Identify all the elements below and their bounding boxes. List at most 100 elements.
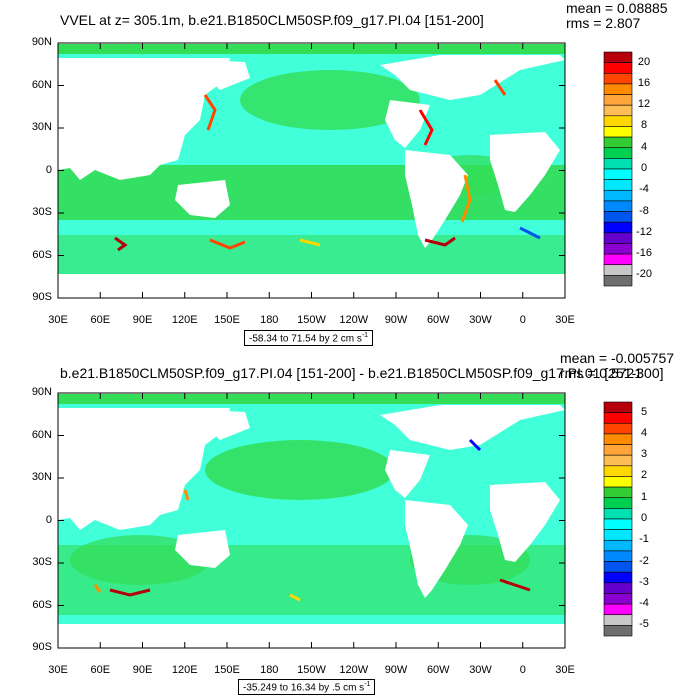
lat-label-30S: 30S <box>32 206 52 218</box>
colorbar-label: 12 <box>637 98 651 111</box>
lat-label-0: 0 <box>45 163 52 176</box>
colorbar-swatch <box>603 582 633 594</box>
lon-label-120E: 120E <box>171 314 198 326</box>
panel2-mean: mean = -0.005757 <box>560 350 675 366</box>
colorbar-swatch <box>603 211 633 223</box>
lat-label-30S: 30S <box>32 556 52 568</box>
colorbar-swatch <box>603 83 633 95</box>
panel1-mean: mean = 0.08885 <box>566 0 668 16</box>
lat-label-60S: 60S <box>32 598 52 611</box>
colorbar-label: -8 <box>639 204 649 217</box>
lon-label-0: 0 <box>519 314 526 326</box>
colorbar-swatch <box>603 253 633 266</box>
colorbar-label: 4 <box>640 426 648 439</box>
colorbar-swatch <box>603 221 633 234</box>
lon-label-60W: 60W <box>426 664 450 676</box>
lon-label-180: 180 <box>260 664 279 676</box>
lat-label-90S: 90S <box>32 641 52 653</box>
colorbar-swatch <box>603 62 633 74</box>
lon-label-30W: 30W <box>469 314 492 326</box>
lon-label-60E: 60E <box>90 314 111 326</box>
colorbar-swatch <box>603 529 633 541</box>
colorbar-label: -16 <box>636 247 652 260</box>
colorbar-swatch <box>603 243 633 255</box>
panel1-title: VVEL at z= 305.1m, b.e21.B1850CLM50SP.f0… <box>60 12 484 28</box>
lon-label-120W: 120W <box>339 664 369 676</box>
lat-label-90N: 90N <box>31 386 52 398</box>
colorbar-swatch <box>603 179 633 191</box>
lon-label-90W: 90W <box>384 664 408 676</box>
lon-label-30E: 30E <box>48 664 68 676</box>
lon-label-60W: 60W <box>426 314 450 326</box>
colorbar-label: -4 <box>639 183 649 196</box>
colorbar-swatch <box>603 136 633 149</box>
colorbar-swatch <box>603 115 633 127</box>
lon-label-120E: 120E <box>171 664 198 676</box>
colorbar-swatch <box>603 550 633 562</box>
lon-label-30E: 30E <box>555 664 575 676</box>
colorbar-swatch <box>603 561 633 573</box>
lon-label-30E: 30E <box>48 314 68 326</box>
colorbar-swatch <box>603 401 633 413</box>
colorbar-label: -1 <box>639 533 649 546</box>
lon-label-150E: 150E <box>214 664 240 676</box>
colorbar-label: 16 <box>637 76 651 89</box>
colorbar-label: 20 <box>637 55 651 68</box>
lat-label-90N: 90N <box>31 36 52 48</box>
colorbar-swatch <box>603 571 633 584</box>
lat-label-30N: 30N <box>31 121 52 133</box>
lon-label-180: 180 <box>260 314 279 326</box>
colorbar-swatch <box>603 539 633 552</box>
colorbar-swatch <box>603 465 633 477</box>
lat-label-60N: 60N <box>31 78 52 91</box>
colorbar-swatch <box>603 264 633 276</box>
colorbar-swatch <box>603 158 633 170</box>
colorbar-swatch <box>603 508 633 520</box>
colorbar-swatch <box>603 94 633 106</box>
colorbar-label: -3 <box>639 575 649 588</box>
colorbar-swatch <box>603 614 633 626</box>
lat-label-30N: 30N <box>31 471 52 483</box>
colorbar-label: -12 <box>636 225 652 238</box>
colorbar-label: 0 <box>640 512 648 524</box>
colorbar-label: -20 <box>636 268 652 281</box>
lon-label-90E: 90E <box>132 314 153 326</box>
colorbar-label: -2 <box>639 554 649 567</box>
lat-label-90S: 90S <box>32 291 52 303</box>
colorbar-swatch <box>603 476 633 488</box>
lon-label-30W: 30W <box>469 664 492 676</box>
colorbar-label: 3 <box>640 448 648 461</box>
colorbar-label: 8 <box>640 119 648 132</box>
colorbar-label: 4 <box>640 140 648 153</box>
colorbar-label: -5 <box>639 618 649 631</box>
colorbar-swatch <box>603 454 633 467</box>
colorbar-swatch <box>603 486 633 499</box>
colorbar-label: -4 <box>639 597 649 610</box>
colorbar-swatch <box>603 412 633 424</box>
colorbar-swatch <box>603 422 633 435</box>
colorbar-swatch <box>603 147 633 159</box>
lon-label-90W: 90W <box>384 314 408 326</box>
lat-label-0: 0 <box>45 513 52 526</box>
lat-label-60N: 60N <box>31 428 52 441</box>
colorbar-swatch <box>603 625 633 637</box>
colorbar-swatch <box>603 104 633 117</box>
lon-label-90E: 90E <box>132 664 153 676</box>
colorbar-swatch <box>603 51 633 63</box>
panel2-map <box>58 393 565 648</box>
colorbar-swatch <box>603 126 633 138</box>
colorbar-swatch <box>603 275 633 287</box>
colorbar-swatch <box>603 72 633 85</box>
colorbar-swatch <box>603 433 633 445</box>
colorbar-swatch <box>603 497 633 509</box>
lon-label-60E: 60E <box>90 664 111 676</box>
colorbar-swatch <box>603 200 633 212</box>
colorbar-swatch <box>603 593 633 605</box>
panel2-rms: rms = 0.5721 <box>560 365 643 381</box>
colorbar-swatch <box>603 232 633 244</box>
colorbar-label: 1 <box>640 490 648 503</box>
colorbar-swatch <box>603 444 633 456</box>
colorbar-swatch <box>603 168 633 180</box>
panel2-range-label: -35.249 to 16.34 by .5 cm s-1 <box>238 679 376 696</box>
